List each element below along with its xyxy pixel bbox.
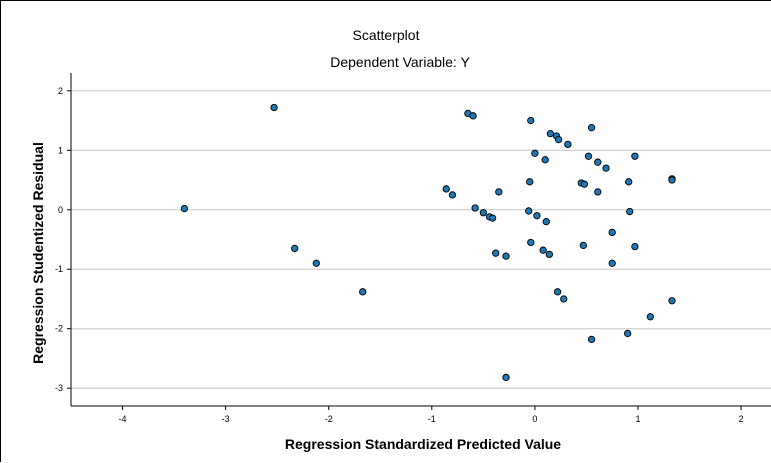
- data-point: [479, 209, 488, 217]
- data-point: [492, 249, 500, 257]
- data-point: [469, 112, 477, 120]
- x-tick-label: -1: [428, 414, 436, 424]
- data-point: [587, 124, 596, 132]
- y-axis-ticks: -3 -2 -1 0 1 2: [55, 86, 71, 393]
- data-point: [631, 242, 639, 251]
- data-point: [291, 244, 299, 253]
- data-point: [668, 297, 676, 305]
- data-point: [546, 130, 555, 138]
- data-point: [531, 149, 539, 157]
- x-tick-label: -4: [119, 414, 127, 424]
- data-point: [502, 373, 510, 382]
- data-point: [180, 204, 189, 213]
- y-tick-label: -2: [55, 324, 63, 334]
- data-point: [553, 288, 562, 296]
- data-point: [542, 218, 550, 226]
- axes: [70, 73, 771, 407]
- data-point: [631, 152, 639, 160]
- data-point: [471, 204, 479, 212]
- data-point: [594, 158, 602, 166]
- data-point: [626, 207, 634, 216]
- data-point: [587, 335, 596, 344]
- x-axis-ticks: -4 -3 -2 -1 0 1 2: [119, 406, 744, 424]
- x-tick-label: 0: [532, 414, 537, 424]
- x-tick-label: 1: [635, 414, 640, 424]
- data-point: [580, 180, 589, 188]
- data-point: [270, 103, 278, 112]
- data-point: [526, 178, 534, 186]
- data-point: [495, 188, 503, 196]
- y-tick-label: 2: [58, 86, 63, 96]
- data-point: [560, 295, 568, 303]
- data-point: [525, 207, 533, 215]
- y-tick-label: 0: [58, 205, 63, 215]
- y-tick-label: -1: [55, 264, 63, 274]
- data-point: [602, 164, 610, 172]
- x-tick-label: -2: [325, 414, 333, 424]
- chart-subtitle: Dependent Variable: Y: [330, 54, 470, 70]
- data-point: [646, 313, 655, 321]
- chart-title: Scatterplot: [353, 27, 420, 43]
- data-point: [527, 116, 535, 125]
- x-tick-label: -3: [222, 414, 230, 424]
- x-tick-label: 2: [739, 414, 744, 424]
- data-point: [594, 188, 602, 196]
- data-point: [554, 135, 563, 144]
- data-point: [625, 178, 633, 186]
- data-point: [584, 152, 593, 160]
- data-point: [579, 241, 587, 250]
- data-point: [608, 228, 616, 237]
- data-points: [180, 103, 676, 382]
- data-point: [564, 140, 572, 149]
- data-point: [359, 288, 367, 296]
- x-axis-label: Regression Standardized Predicted Value: [285, 436, 561, 452]
- data-point: [488, 214, 497, 222]
- y-axis-label: Regression Studentized Residual: [30, 142, 46, 364]
- data-point: [527, 238, 535, 247]
- data-point: [545, 250, 553, 259]
- data-point: [541, 156, 549, 164]
- data-point: [442, 185, 450, 193]
- data-point: [312, 259, 320, 267]
- data-point: [448, 191, 457, 199]
- data-point: [533, 212, 541, 220]
- data-point: [539, 246, 547, 254]
- data-point: [624, 329, 632, 338]
- gridlines: [71, 90, 771, 389]
- data-point: [608, 259, 616, 267]
- data-point: [502, 252, 510, 260]
- y-tick-label: 1: [58, 145, 63, 155]
- data-point: [668, 176, 676, 184]
- y-tick-label: -3: [55, 383, 63, 393]
